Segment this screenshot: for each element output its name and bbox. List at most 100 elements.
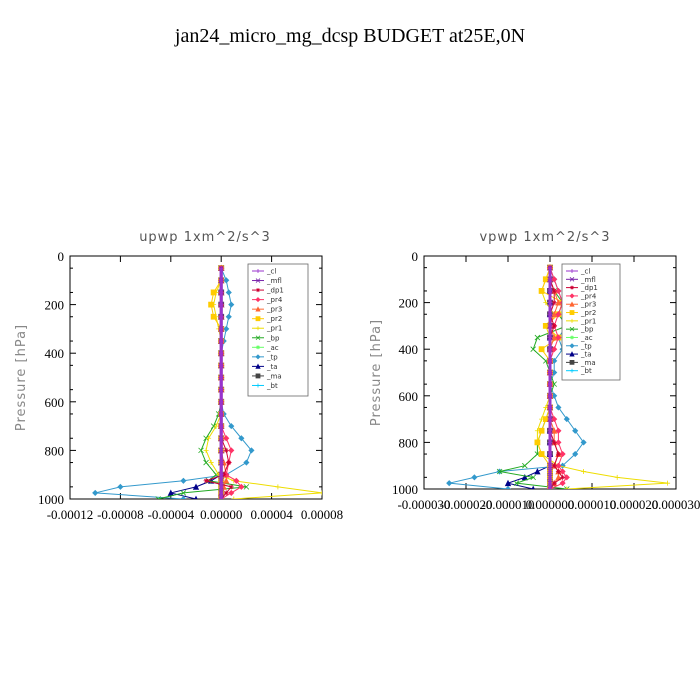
data-point bbox=[547, 393, 553, 399]
data-point bbox=[243, 484, 250, 490]
legend-entry: _ma bbox=[580, 359, 596, 367]
legend-marker bbox=[256, 345, 260, 350]
legend-marker bbox=[255, 306, 261, 312]
legend-entry: _cl bbox=[266, 268, 276, 276]
data-point bbox=[564, 486, 570, 489]
data-point bbox=[228, 447, 235, 454]
legend-entry: _bt bbox=[580, 367, 592, 375]
data-point bbox=[218, 435, 224, 441]
y-tick-label: 600 bbox=[399, 389, 419, 404]
data-point bbox=[218, 265, 224, 271]
data-point bbox=[319, 490, 322, 496]
legend-entry: _mfl bbox=[580, 276, 596, 284]
legend-entry: _dp1 bbox=[266, 287, 284, 295]
data-point bbox=[203, 447, 209, 453]
data-point bbox=[530, 346, 536, 352]
data-point bbox=[218, 326, 224, 332]
legend: _cl_mfl_dp1_pr4_pr3_pr2_pr1_bp_ac_tp_ta_… bbox=[561, 263, 621, 381]
data-point bbox=[547, 486, 553, 489]
data-point bbox=[218, 289, 224, 295]
data-point bbox=[228, 301, 235, 308]
data-point bbox=[547, 311, 553, 317]
data-point bbox=[547, 265, 553, 271]
legend-entry: _pr2 bbox=[266, 315, 282, 323]
x-tick-label: -0.00012 bbox=[47, 507, 94, 522]
data-point bbox=[547, 288, 553, 294]
legend-entry: _cl bbox=[580, 268, 590, 276]
data-point bbox=[534, 334, 541, 341]
y-tick-label: 600 bbox=[45, 395, 65, 410]
y-tick-label: 400 bbox=[45, 346, 65, 361]
legend-marker bbox=[570, 285, 574, 290]
data-point bbox=[238, 435, 245, 442]
data-point bbox=[117, 483, 124, 490]
legend-marker bbox=[255, 373, 261, 379]
data-point bbox=[218, 472, 224, 478]
data-point bbox=[218, 496, 224, 499]
data-point bbox=[223, 490, 229, 496]
legend-marker bbox=[570, 368, 574, 373]
x-tick-label: 0.00004 bbox=[250, 507, 293, 522]
data-point bbox=[547, 451, 553, 457]
data-point bbox=[203, 459, 209, 466]
data-point bbox=[228, 484, 234, 490]
legend-entry: _tp bbox=[266, 353, 278, 361]
data-point bbox=[555, 334, 562, 341]
data-point bbox=[538, 288, 545, 294]
data-point bbox=[225, 289, 232, 296]
legend-entry: _tp bbox=[580, 342, 592, 350]
legend-entry: _pr4 bbox=[266, 296, 283, 304]
legend-marker bbox=[569, 293, 575, 299]
legend-marker bbox=[256, 383, 260, 388]
legend-marker bbox=[255, 316, 261, 322]
x-tick-label: -0.00004 bbox=[148, 507, 195, 522]
data-point bbox=[226, 460, 232, 466]
data-point bbox=[238, 483, 245, 490]
data-point bbox=[572, 427, 579, 434]
legend-entry: _ma bbox=[266, 372, 282, 380]
data-point bbox=[192, 483, 200, 490]
data-point bbox=[547, 439, 553, 445]
data-point bbox=[208, 460, 214, 466]
data-point bbox=[572, 450, 579, 458]
legend-marker bbox=[255, 354, 261, 360]
legend-marker bbox=[255, 335, 261, 341]
data-point bbox=[243, 459, 250, 466]
legend-marker bbox=[256, 288, 260, 293]
data-point bbox=[559, 480, 566, 487]
legend-marker bbox=[256, 269, 260, 273]
data-point bbox=[218, 399, 224, 405]
data-point bbox=[551, 439, 557, 445]
data-point bbox=[194, 495, 198, 499]
upwp-panel: upwp 1xm^2/s^3 Pressure [hPa] 0 200 400 600 80… bbox=[14, 230, 343, 522]
legend-marker bbox=[569, 326, 575, 332]
x-tick-label: 0.000010 bbox=[568, 497, 617, 512]
data-point bbox=[167, 489, 174, 496]
data-point bbox=[555, 439, 562, 446]
panel-title: upwp 1xm^2/s^3 bbox=[139, 230, 271, 245]
data-point bbox=[547, 474, 553, 480]
legend-marker bbox=[569, 351, 575, 357]
data-point bbox=[203, 478, 209, 484]
data-point bbox=[531, 485, 535, 489]
data-point bbox=[210, 313, 217, 320]
data-point bbox=[534, 439, 541, 446]
data-point bbox=[559, 468, 566, 475]
data-point bbox=[155, 496, 161, 499]
legend-marker bbox=[570, 318, 574, 323]
data-point bbox=[563, 474, 570, 481]
y-tick-label: 800 bbox=[399, 435, 419, 450]
legend-entry: _pr1 bbox=[580, 317, 596, 325]
series-group bbox=[446, 264, 671, 489]
data-point bbox=[223, 435, 230, 442]
legend-entry: _bp bbox=[580, 326, 594, 334]
legend-marker bbox=[255, 297, 261, 303]
data-point bbox=[218, 350, 224, 356]
data-point bbox=[560, 474, 566, 480]
data-point bbox=[547, 404, 553, 410]
legend-marker bbox=[256, 326, 260, 331]
data-point bbox=[538, 427, 545, 434]
data-point bbox=[555, 311, 562, 318]
panel-title: vpwp 1xm^2/s^3 bbox=[479, 230, 610, 245]
y-tick-label: 800 bbox=[45, 443, 65, 458]
